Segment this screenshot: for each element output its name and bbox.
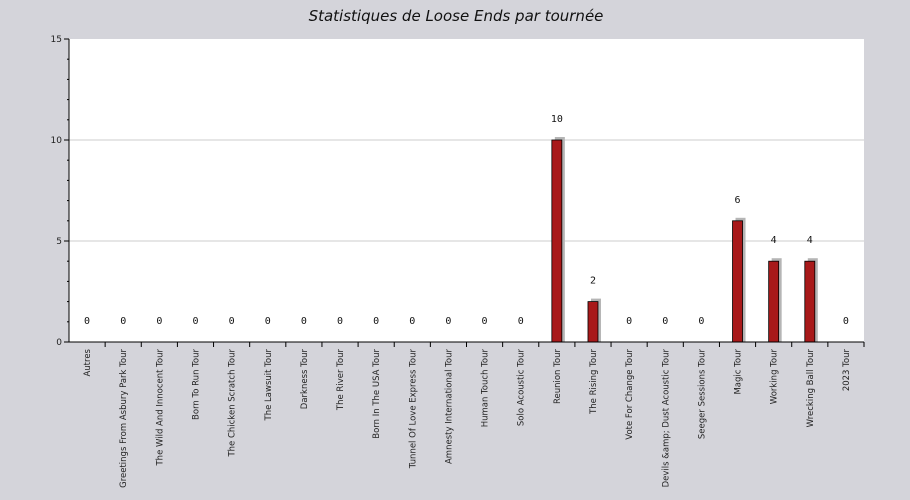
axes	[64, 38, 865, 347]
bar	[804, 260, 816, 343]
x-tick-label: Tunnel Of Love Express Tour	[408, 349, 418, 470]
plot-area	[69, 39, 864, 342]
data-label: 0	[337, 316, 343, 327]
data-label: 0	[120, 316, 126, 327]
x-tick-label: The Wild And Innocent Tour	[155, 349, 165, 467]
x-tick-label: Devils &amp; Dust Acoustic Tour	[661, 348, 671, 487]
data-label: 2	[590, 276, 596, 287]
data-label: 0	[301, 316, 307, 327]
chart-title: Statistiques de Loose Ends par tournée	[309, 7, 604, 25]
y-tick-label: 5	[56, 237, 62, 247]
x-tick-label: Greetings From Asbury Park Tour	[119, 349, 129, 488]
x-tick-label: Solo Acoustic Tour	[517, 349, 527, 427]
data-label: 0	[626, 316, 632, 327]
x-tick-label: Darkness Tour	[300, 349, 310, 410]
x-tick-label: The River Tour	[336, 349, 346, 412]
x-tick-label: Vote For Change Tour	[625, 349, 635, 440]
y-tick-label: 0	[56, 338, 62, 348]
x-tick-label: Born In The USA Tour	[372, 349, 382, 439]
data-label: 10	[551, 114, 563, 125]
x-tick-label: 2023 Tour	[842, 349, 852, 392]
data-label: 0	[698, 316, 704, 327]
data-label: 0	[518, 316, 524, 327]
bars	[551, 137, 818, 343]
data-label: 0	[84, 316, 90, 327]
x-tick-label: Amnesty International Tour	[444, 349, 454, 464]
x-tick-label: Autres	[83, 348, 93, 376]
x-tick-label: Born To Run Tour	[191, 349, 201, 420]
data-label: 0	[192, 316, 198, 327]
data-label: 0	[265, 316, 271, 327]
bar	[551, 139, 563, 343]
data-label: 0	[445, 316, 451, 327]
x-tick-label: Human Touch Tour	[481, 349, 491, 428]
x-tick-label: Wrecking Ball Tour	[806, 349, 816, 428]
x-tick-label: Working Tour	[770, 348, 780, 404]
data-label: 4	[771, 235, 777, 246]
data-label: 0	[843, 316, 849, 327]
x-tick-label: The Lawsuit Tour	[264, 348, 274, 421]
data-label: 0	[482, 316, 488, 327]
labels: 0 5 10 15 0 Autres 0 Greetings From Asbury Park…	[51, 35, 852, 488]
bar	[768, 260, 780, 343]
x-tick-label: Reunion Tour	[553, 349, 563, 405]
data-label: 0	[229, 316, 235, 327]
data-label: 0	[409, 316, 415, 327]
x-tick-label: The Rising Tour	[589, 349, 599, 415]
grid-lines	[69, 139, 864, 242]
x-tick-label: The Chicken Scratch Tour	[228, 349, 238, 458]
y-tick-label: 15	[51, 35, 62, 45]
y-tick-label: 10	[51, 136, 63, 146]
x-tick-label: Magic Tour	[734, 349, 744, 395]
data-label: 0	[156, 316, 162, 327]
bar	[587, 301, 599, 343]
data-label: 0	[373, 316, 379, 327]
bar	[732, 220, 743, 343]
x-tick-label: Seeger Sessions Tour	[697, 349, 707, 440]
data-label: 6	[735, 195, 741, 206]
data-label: 4	[807, 235, 813, 246]
data-label: 0	[662, 316, 668, 327]
